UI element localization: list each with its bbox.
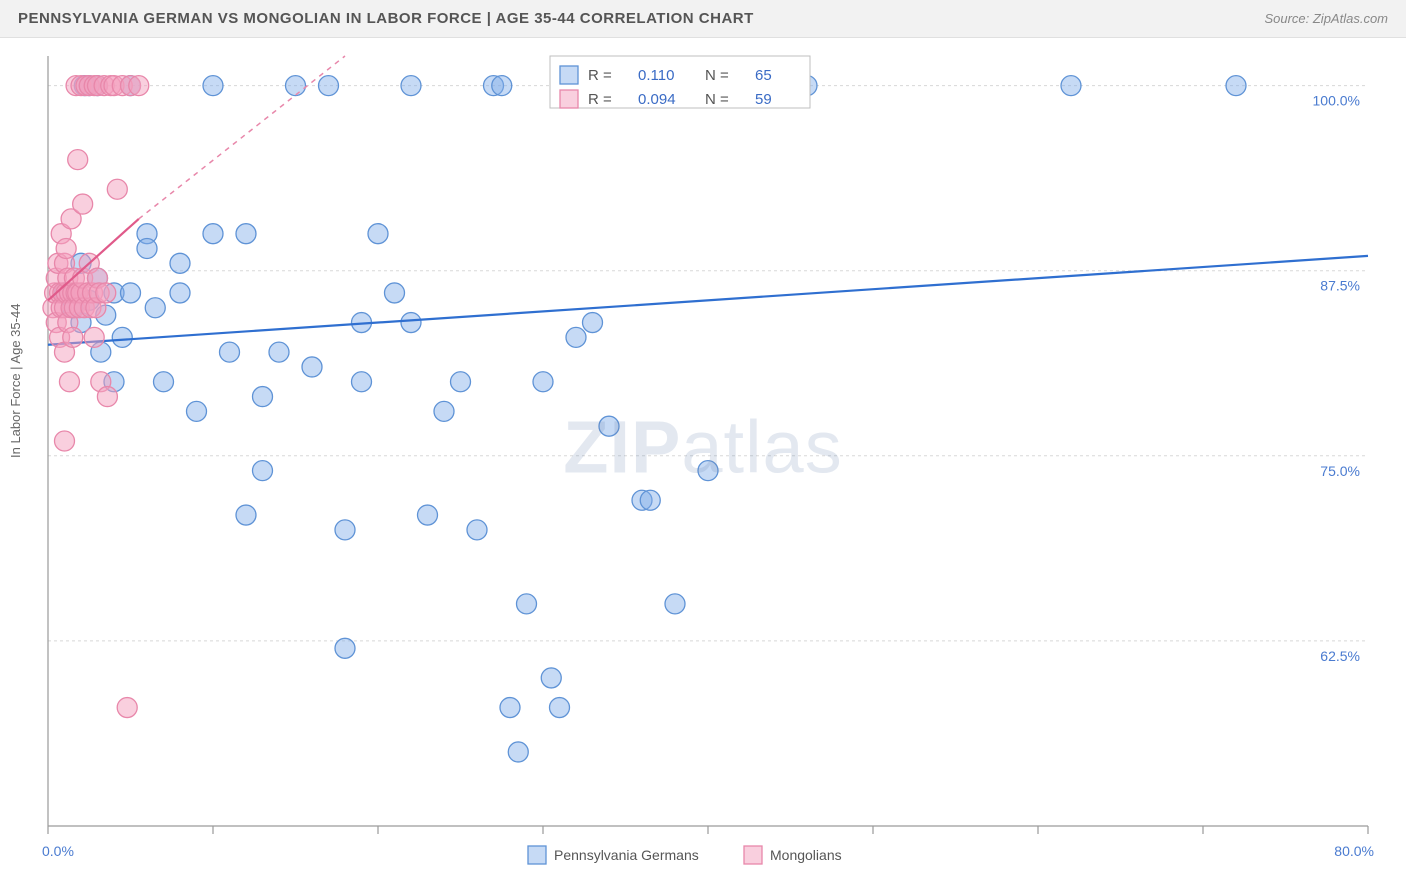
data-point xyxy=(220,342,240,362)
data-point xyxy=(583,313,603,333)
data-point xyxy=(236,505,256,525)
data-point xyxy=(203,76,223,96)
data-point xyxy=(566,327,586,347)
legend-r-label: R = xyxy=(588,91,612,108)
data-point xyxy=(137,239,157,259)
header-bar: PENNSYLVANIA GERMAN VS MONGOLIAN IN LABO… xyxy=(0,0,1406,38)
data-point xyxy=(550,698,570,718)
data-point xyxy=(59,372,79,392)
data-point xyxy=(541,668,561,688)
data-point xyxy=(1061,76,1081,96)
x-tick-label: 80.0% xyxy=(1334,843,1374,859)
trend-extension xyxy=(139,56,345,219)
data-point xyxy=(286,76,306,96)
data-point xyxy=(145,298,165,318)
data-point xyxy=(508,742,528,762)
data-point xyxy=(335,520,355,540)
data-point xyxy=(434,401,454,421)
data-point xyxy=(401,313,421,333)
data-point xyxy=(385,283,405,303)
data-point xyxy=(129,76,149,96)
data-point xyxy=(302,357,322,377)
data-point xyxy=(533,372,553,392)
trend-line xyxy=(48,256,1368,345)
data-point xyxy=(665,594,685,614)
data-point xyxy=(517,594,537,614)
legend-n-label: N = xyxy=(705,91,729,108)
legend-r-label: R = xyxy=(588,67,612,84)
data-point xyxy=(418,505,438,525)
data-point xyxy=(269,342,289,362)
data-point xyxy=(253,387,273,407)
data-point xyxy=(492,76,512,96)
data-point xyxy=(319,76,339,96)
scatter-chart: 62.5% 75.0% 87.5% 100.0% 0.0% 80.0% R = 0.110 N … xyxy=(0,38,1406,890)
page-title: PENNSYLVANIA GERMAN VS MONGOLIAN IN LABO… xyxy=(18,10,754,27)
chart-container: In Labor Force | Age 35-44 ZIPatlas 62.5… xyxy=(0,38,1406,890)
legend-n-value: 59 xyxy=(755,91,772,108)
legend-swatch xyxy=(560,66,578,84)
data-point xyxy=(170,253,190,273)
data-point xyxy=(117,698,137,718)
legend-r-value: 0.094 xyxy=(638,91,676,108)
legend-n-value: 65 xyxy=(755,67,772,84)
legend-swatch xyxy=(528,846,546,864)
data-point xyxy=(1226,76,1246,96)
data-point xyxy=(203,224,223,244)
y-tick-label: 87.5% xyxy=(1320,278,1360,294)
data-point xyxy=(107,179,127,199)
data-point xyxy=(253,461,273,481)
data-point xyxy=(55,431,75,451)
y-tick-label: 62.5% xyxy=(1320,648,1360,664)
data-point xyxy=(97,387,117,407)
data-point xyxy=(640,490,660,510)
data-point xyxy=(154,372,174,392)
data-point xyxy=(451,372,471,392)
data-point xyxy=(84,327,104,347)
data-point xyxy=(236,224,256,244)
x-tick-label: 0.0% xyxy=(42,843,74,859)
legend-label: Mongolians xyxy=(770,847,842,863)
y-tick-label: 100.0% xyxy=(1313,93,1360,109)
series-pennsylvania-germans xyxy=(48,76,1368,762)
legend-label: Pennsylvania Germans xyxy=(554,847,699,863)
data-point xyxy=(73,194,93,214)
y-axis-label: In Labor Force | Age 35-44 xyxy=(8,304,23,458)
data-point xyxy=(121,283,141,303)
data-point xyxy=(698,461,718,481)
y-tick-label: 75.0% xyxy=(1320,463,1360,479)
legend-r-value: 0.110 xyxy=(638,67,674,84)
legend-swatch xyxy=(744,846,762,864)
data-point xyxy=(63,327,83,347)
data-point xyxy=(467,520,487,540)
series-mongolians xyxy=(43,56,345,718)
data-point xyxy=(96,283,116,303)
legend-n-label: N = xyxy=(705,67,729,84)
data-point xyxy=(170,283,190,303)
data-point xyxy=(500,698,520,718)
source-label: Source: ZipAtlas.com xyxy=(1264,11,1388,26)
data-point xyxy=(599,416,619,436)
data-point xyxy=(352,372,372,392)
data-point xyxy=(335,638,355,658)
legend-swatch xyxy=(560,90,578,108)
data-point xyxy=(56,239,76,259)
data-point xyxy=(368,224,388,244)
data-point xyxy=(112,327,132,347)
data-point xyxy=(187,401,207,421)
data-point xyxy=(68,150,88,170)
data-point xyxy=(401,76,421,96)
